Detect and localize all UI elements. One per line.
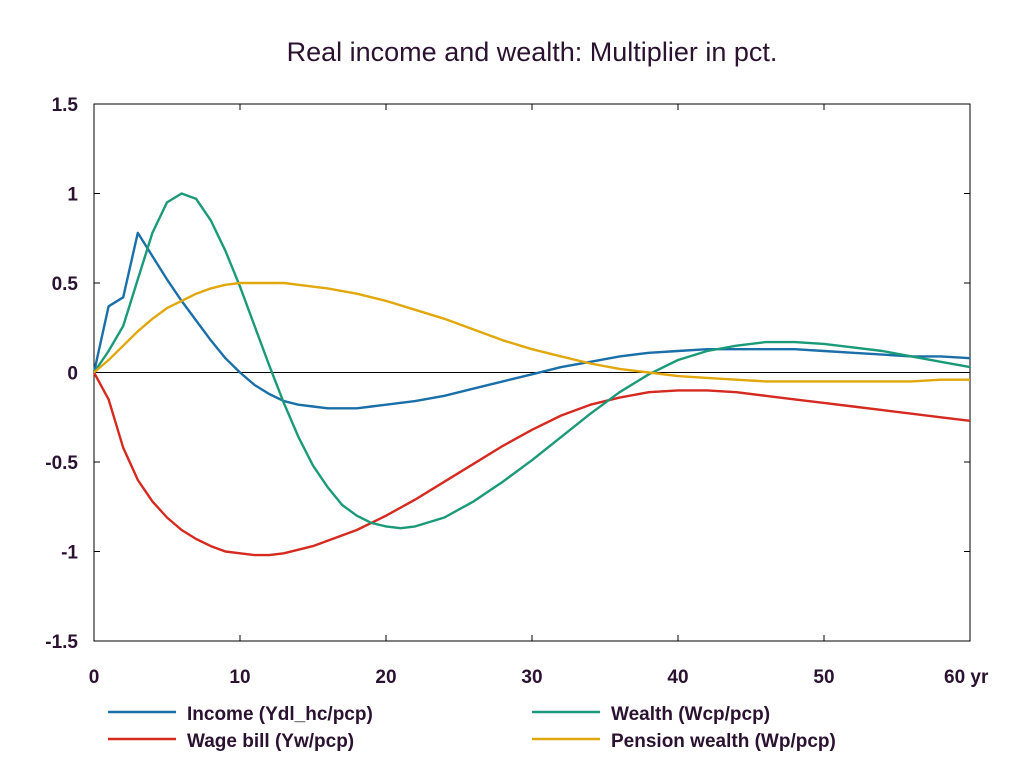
x-tick-label: 60 yr: [944, 667, 989, 688]
x-tick-label: 40: [667, 667, 688, 688]
y-tick-label: 1: [67, 185, 78, 206]
y-tick-label: 1.5: [52, 95, 79, 116]
x-tick-label: 50: [813, 667, 834, 688]
series-line-2: [92, 371, 971, 557]
series-line-1: [92, 231, 971, 410]
chart-legend: Income (Ydl_hc/pcp) Wage bill (Yw/pcp) Wea…: [108, 704, 836, 752]
y-tick-label: 0.5: [52, 274, 79, 295]
y-tick-label: -1.5: [45, 632, 78, 653]
legend-label: Pension wealth (Wp/pcp): [611, 731, 836, 752]
x-tick-label: 10: [229, 667, 250, 688]
legend-label: Income (Ydl_hc/pcp): [187, 704, 373, 725]
series-layer: [92, 192, 971, 557]
x-tick-label: 20: [375, 667, 396, 688]
y-tick-label: 0: [67, 364, 78, 385]
series-line-3: [93, 192, 971, 530]
legend-label: Wealth (Wcp/pcp): [611, 704, 770, 725]
y-tick-label: -1: [61, 543, 78, 564]
x-tick-label: 0: [89, 667, 100, 688]
x-tick-label: 30: [521, 667, 542, 688]
chart-axes: -1.5 -1 -0.5 0 0.5 1 1.5 0 10 20 30 40 50 60 yr: [45, 95, 989, 688]
legend-label: Wage bill (Yw/pcp): [187, 731, 354, 752]
series-line-4: [93, 281, 970, 383]
y-tick-label: -0.5: [45, 453, 78, 474]
chart-title: Real income and wealth: Multiplier in pc…: [287, 37, 778, 67]
